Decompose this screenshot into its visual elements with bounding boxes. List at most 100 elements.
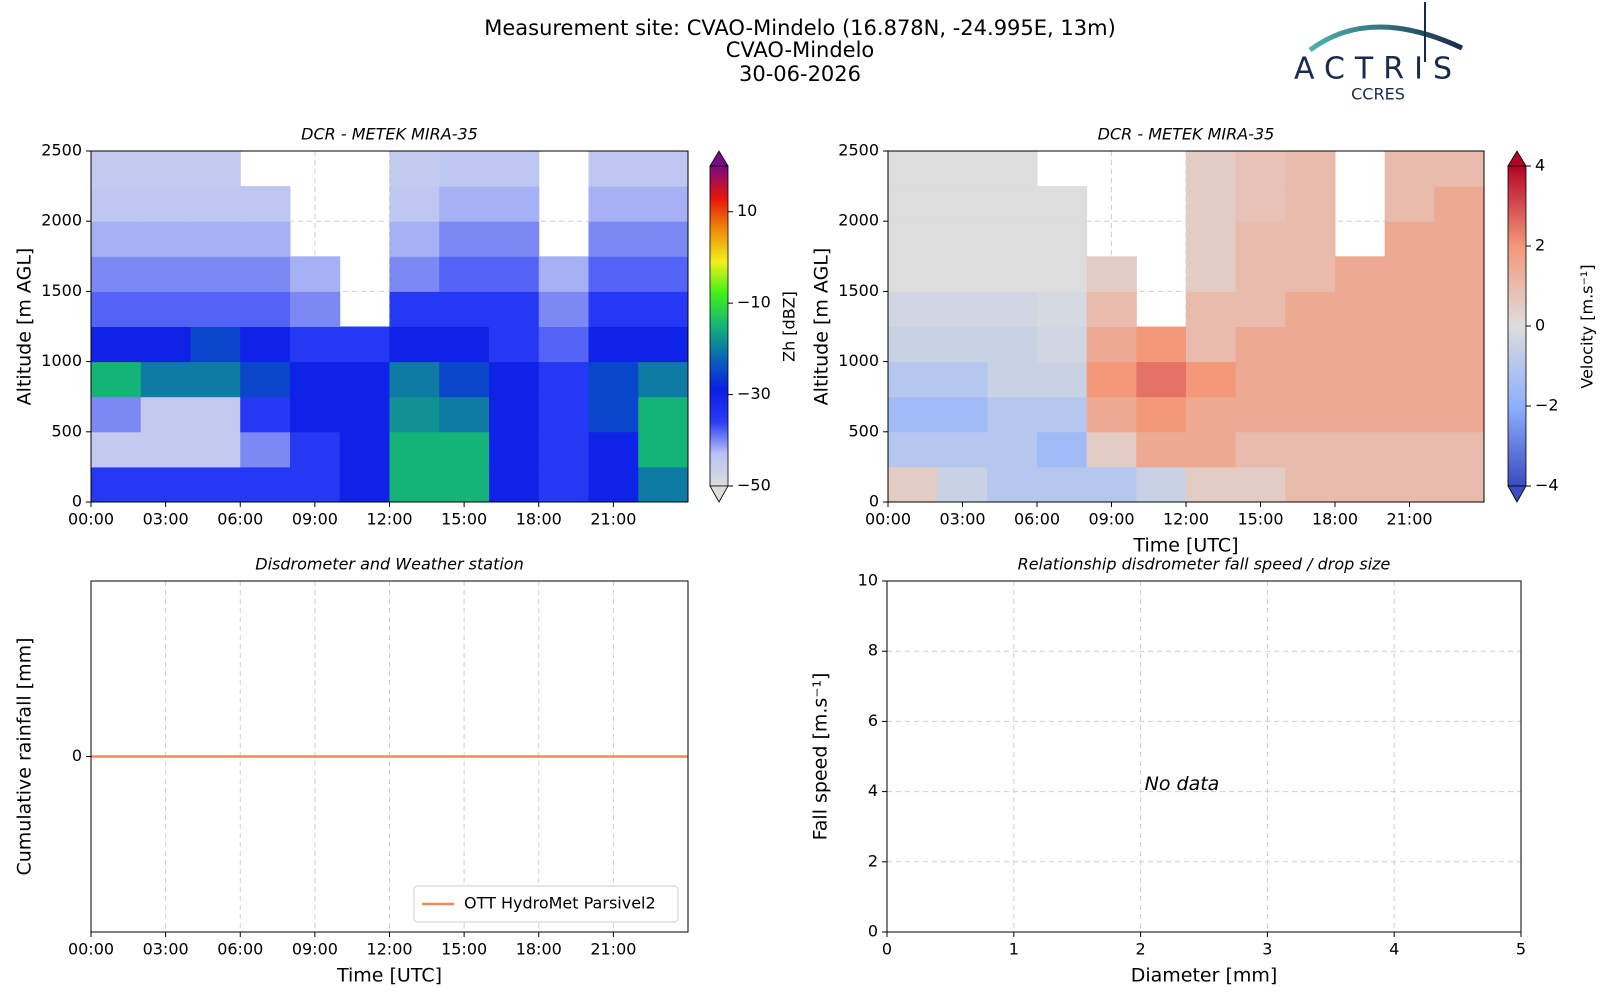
y-tick-label: 2000	[41, 211, 82, 230]
heatmap-cell	[240, 186, 291, 222]
x-tick-label: 15:00	[441, 510, 487, 529]
heatmap-cell	[1186, 431, 1237, 468]
x-tick-label: 00:00	[68, 510, 114, 529]
heatmap-cell	[240, 221, 291, 257]
heatmap-cell	[638, 431, 689, 468]
heatmap-cell	[190, 291, 241, 327]
heatmap-cell	[439, 466, 490, 503]
heatmap-cell	[888, 186, 939, 222]
heatmap-cell	[190, 431, 241, 468]
heatmap-cell	[1335, 291, 1386, 327]
heatmap-cell	[91, 151, 142, 187]
heatmap-cell	[1136, 466, 1187, 503]
heatmap-cell	[1235, 256, 1286, 292]
heatmap-cell	[888, 256, 939, 292]
y-tick-label: 2500	[41, 141, 82, 160]
heatmap-cell	[538, 466, 589, 503]
heatmap-cell	[190, 151, 241, 187]
heatmap-cell	[339, 431, 390, 468]
heatmap-cell	[389, 221, 440, 257]
y-tick-label: 10	[858, 571, 878, 590]
heatmap-cell	[1037, 186, 1088, 222]
heatmap-cell	[389, 431, 440, 468]
y-tick-label: 2	[868, 851, 878, 870]
heatmap-cell	[1384, 361, 1435, 398]
colorbar-label: Velocity [m.s⁻¹]	[1578, 264, 1597, 388]
heatmap-cell	[1285, 291, 1336, 327]
heatmap-cell	[1384, 256, 1435, 292]
heatmap-cell	[888, 326, 939, 363]
legend-label: OTT HydroMet Parsivel2	[464, 894, 656, 913]
heatmap-cell	[1285, 151, 1336, 187]
heatmap-cell	[1434, 256, 1485, 292]
y-tick-label: 500	[51, 421, 82, 440]
heatmap-cell	[389, 466, 440, 503]
heatmap-cell	[240, 466, 291, 503]
heatmap-cell	[1136, 361, 1187, 398]
heatmap-cell	[439, 256, 490, 292]
heatmap-cell	[638, 361, 689, 398]
heatmap-cell	[1037, 396, 1088, 433]
heatmap-cell	[91, 361, 142, 398]
heatmap-cell	[489, 221, 540, 257]
heatmap-cell	[140, 256, 191, 292]
heatmap-cell	[987, 256, 1038, 292]
colorbar-extend-top	[1507, 150, 1527, 167]
y-tick-label: 0	[869, 492, 879, 511]
heatmap-cell	[240, 431, 291, 468]
heatmap-cell	[1235, 361, 1286, 398]
heatmap-cell	[439, 151, 490, 187]
colorbar-tick-label: 0	[1535, 316, 1545, 335]
heatmap-cell	[240, 256, 291, 292]
panel-title: Disdrometer and Weather station	[255, 555, 523, 574]
x-tick-label: 06:00	[217, 940, 263, 959]
heatmap-cell	[1235, 466, 1286, 503]
panel-title: DCR - METEK MIRA-35	[1098, 125, 1275, 144]
heatmap-cell	[389, 256, 440, 292]
colorbar-label: Zh [dBZ]	[780, 291, 799, 362]
heatmap-cell	[439, 396, 490, 433]
heatmap-cell	[638, 396, 689, 433]
heatmap-cell	[1434, 326, 1485, 363]
heatmap-cell	[1235, 151, 1286, 187]
heatmap-cell	[987, 221, 1038, 257]
heatmap-cell	[1434, 431, 1485, 468]
y-tick-label: 1000	[838, 351, 879, 370]
colorbar-extend-bottom	[709, 485, 729, 503]
axes-frame	[886, 580, 1522, 933]
heatmap-cell	[339, 361, 390, 398]
y-tick-label: 6	[868, 711, 878, 730]
heatmap-cell	[1384, 221, 1435, 257]
heatmap-cell	[1434, 361, 1485, 398]
heatmap-cell	[888, 151, 939, 187]
heatmap-cell	[987, 396, 1038, 433]
heatmap-cell	[937, 186, 988, 222]
heatmap-cell	[987, 466, 1038, 503]
heatmap-cell	[1434, 186, 1485, 222]
heatmap-cell	[987, 326, 1038, 363]
heatmap-cell	[1037, 291, 1088, 327]
heatmap-cell	[1434, 466, 1485, 503]
axes-frame	[887, 150, 1485, 503]
heatmap-cell	[937, 326, 988, 363]
y-tick-label: 4	[868, 781, 878, 800]
heatmap-cell	[190, 326, 241, 363]
heatmap-cell	[588, 466, 639, 503]
x-tick-label: 2	[1136, 940, 1146, 959]
heatmap-cell	[1285, 431, 1336, 468]
x-tick-label: 00:00	[68, 940, 114, 959]
heatmap-cell	[1086, 256, 1137, 292]
heatmap-cell	[1285, 186, 1336, 222]
heatmap-cell	[1285, 221, 1336, 257]
heatmap-cell	[140, 326, 191, 363]
heatmap-cell	[240, 291, 291, 327]
colorbar-tick-label: −2	[1535, 396, 1559, 415]
heatmap-cell	[937, 466, 988, 503]
heatmap-cell	[1086, 326, 1137, 363]
heatmap-cell	[1037, 466, 1088, 503]
x-tick-label: 5	[1516, 940, 1526, 959]
heatmap-cell	[888, 291, 939, 327]
heatmap-cell	[1186, 186, 1237, 222]
heatmap-cell	[1285, 256, 1336, 292]
x-tick-label: 21:00	[590, 510, 636, 529]
